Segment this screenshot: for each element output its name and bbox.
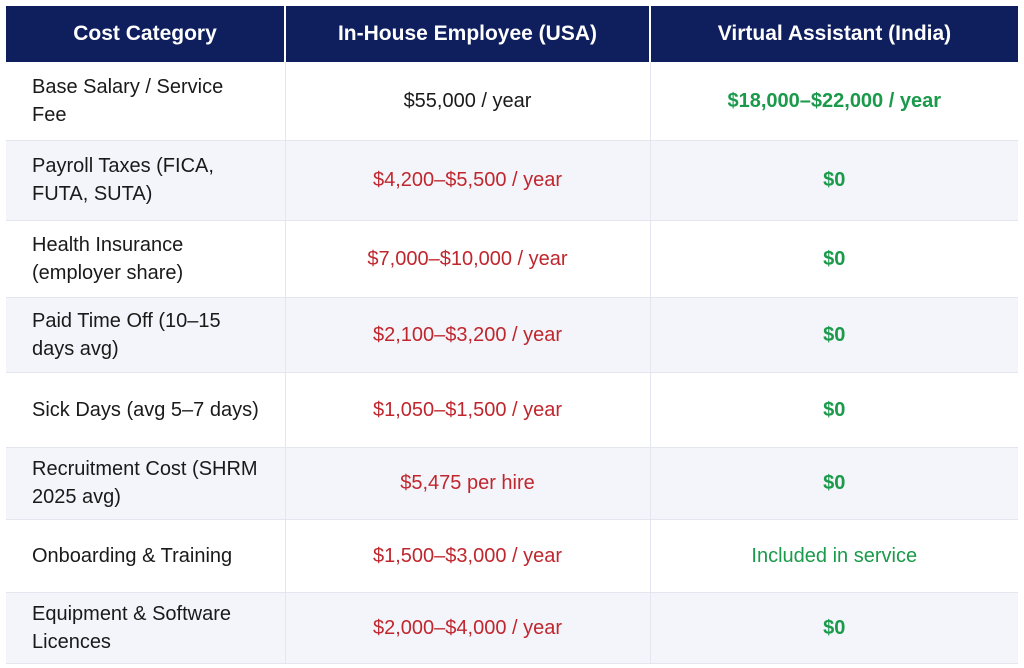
table-row: Onboarding & Training $1,500–$3,000 / yea…: [6, 519, 1018, 593]
table-cell: $0: [650, 297, 1018, 373]
table-cell: $2,100–$3,200 / year: [285, 297, 651, 373]
table-row: Paid Time Off (10–15 days avg) $2,100–$3,…: [6, 297, 1018, 373]
table-cell: Included in service: [650, 519, 1018, 593]
table-body: Base Salary / Service Fee $55,000 / year $…: [6, 62, 1018, 664]
column-header: In-House Employee (USA): [285, 6, 651, 62]
table-cell: $0: [650, 220, 1018, 298]
table-cell: $55,000 / year: [285, 62, 651, 141]
table-cell: Onboarding & Training: [6, 519, 286, 593]
table-row: Payroll Taxes (FICA, FUTA, SUTA) $4,200–$…: [6, 140, 1018, 221]
table-header: Cost Category In-House Employee (USA) Virt…: [6, 6, 1018, 62]
table-cell: $0: [650, 447, 1018, 520]
header-row: Cost Category In-House Employee (USA) Virt…: [6, 6, 1018, 62]
table-cell: $7,000–$10,000 / year: [285, 220, 651, 298]
table-row: Base Salary / Service Fee $55,000 / year $…: [6, 62, 1018, 141]
column-header: Virtual Assistant (India): [650, 6, 1018, 62]
table-cell: Sick Days (avg 5–7 days): [6, 372, 286, 448]
table-cell: Equipment & Software Licences: [6, 592, 286, 664]
table-cell: $18,000–$22,000 / year: [650, 62, 1018, 141]
table-cell: $4,200–$5,500 / year: [285, 140, 651, 221]
table-cell: $0: [650, 372, 1018, 448]
table-row: Health Insurance (employer share) $7,000–…: [6, 220, 1018, 298]
table-row: Equipment & Software Licences $2,000–$4,0…: [6, 592, 1018, 664]
table-cell: $0: [650, 592, 1018, 664]
table-cell: $1,050–$1,500 / year: [285, 372, 651, 448]
table-cell: $2,000–$4,000 / year: [285, 592, 651, 664]
table-cell: Payroll Taxes (FICA, FUTA, SUTA): [6, 140, 286, 221]
table-cell: Recruitment Cost (SHRM 2025 avg): [6, 447, 286, 520]
table-row: Sick Days (avg 5–7 days) $1,050–$1,500 / …: [6, 372, 1018, 448]
table-cell: Health Insurance (employer share): [6, 220, 286, 298]
table-cell: Base Salary / Service Fee: [6, 62, 286, 141]
table-cell: Paid Time Off (10–15 days avg): [6, 297, 286, 373]
table-cell: $5,475 per hire: [285, 447, 651, 520]
cost-table: Cost Category In-House Employee (USA) Virt…: [6, 6, 1018, 664]
table-cell: $0: [650, 140, 1018, 221]
column-header: Cost Category: [6, 6, 286, 62]
table-row: Recruitment Cost (SHRM 2025 avg) $5,475 p…: [6, 447, 1018, 520]
table-cell: $1,500–$3,000 / year: [285, 519, 651, 593]
